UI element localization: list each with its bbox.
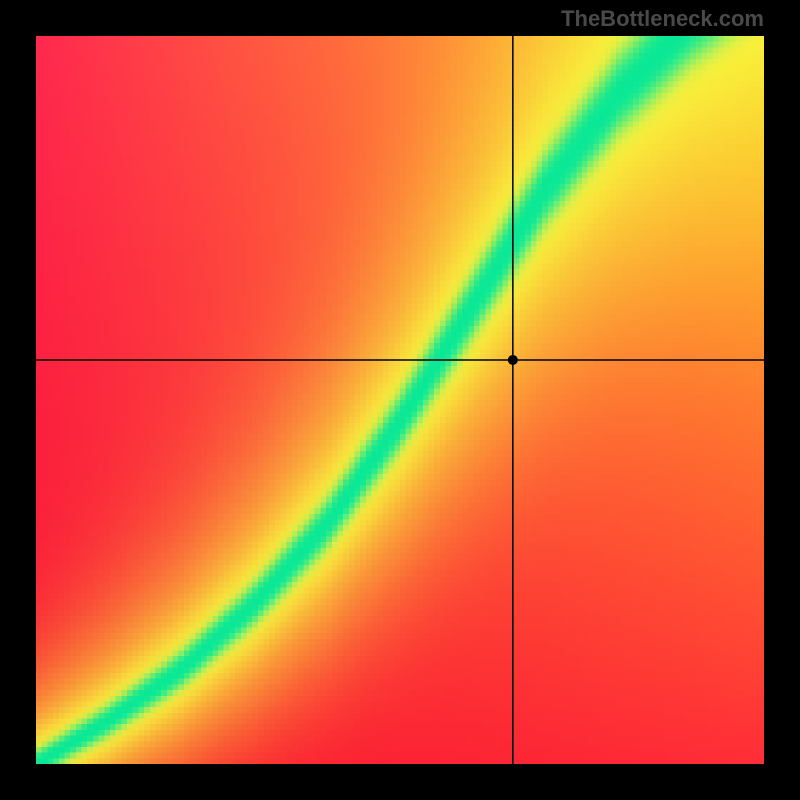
- attribution-label: TheBottleneck.com: [561, 6, 764, 32]
- heatmap-canvas: [36, 36, 764, 764]
- chart-root: TheBottleneck.com: [0, 0, 800, 800]
